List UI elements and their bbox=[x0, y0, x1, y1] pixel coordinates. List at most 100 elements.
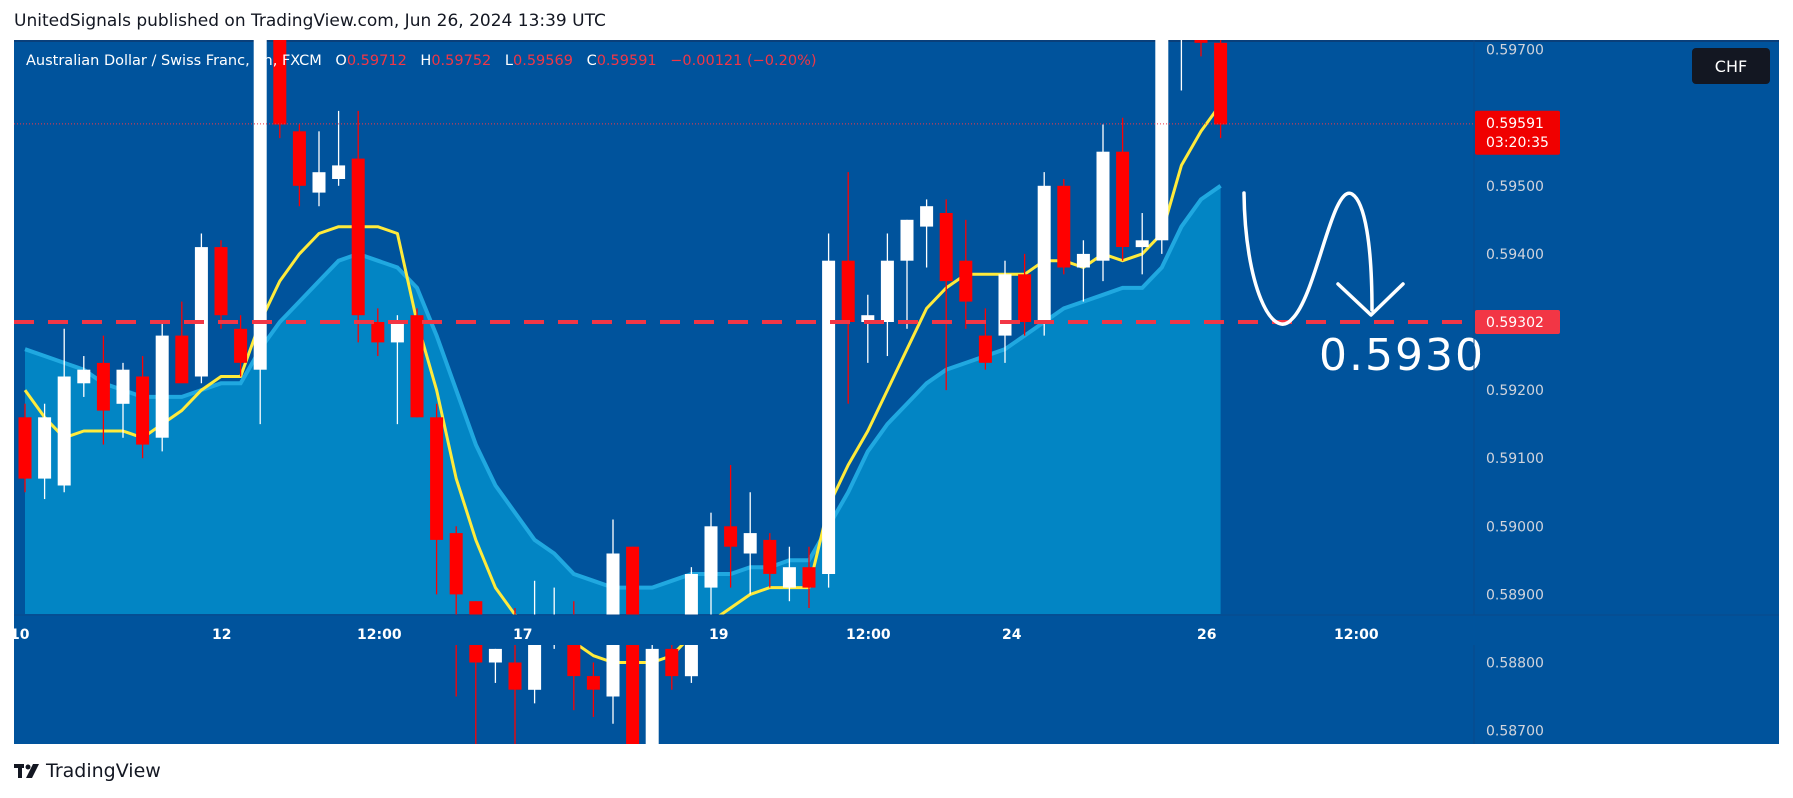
high-value: 0.59752 bbox=[431, 53, 492, 69]
candle-body bbox=[430, 417, 444, 540]
hand-drawn-arrow-curve bbox=[1242, 191, 1374, 326]
candle bbox=[880, 233, 894, 357]
candle-body bbox=[312, 172, 326, 193]
price-tick-label: 0.59700 bbox=[1486, 43, 1544, 59]
candle-body bbox=[528, 635, 542, 690]
candle-body bbox=[1037, 185, 1051, 322]
candle-body bbox=[77, 369, 91, 384]
candle-body bbox=[273, 40, 287, 125]
candle-body bbox=[626, 546, 640, 744]
candle bbox=[763, 533, 777, 588]
candle-body bbox=[253, 40, 267, 370]
candle bbox=[77, 356, 91, 397]
candle bbox=[410, 308, 424, 418]
candle-body bbox=[332, 165, 346, 179]
time-tick-label: 12:00 bbox=[846, 627, 891, 643]
candle-body bbox=[292, 131, 306, 186]
candle bbox=[1155, 40, 1169, 254]
candle bbox=[1135, 213, 1149, 275]
candle-body bbox=[1116, 151, 1130, 247]
candle-body bbox=[920, 206, 934, 227]
time-tick-label: 19 bbox=[709, 627, 728, 643]
ma-area-fill bbox=[25, 185, 1221, 615]
candle bbox=[724, 465, 738, 588]
candle-body bbox=[586, 676, 600, 690]
candle bbox=[312, 131, 326, 207]
candle bbox=[234, 315, 248, 377]
candle bbox=[1214, 40, 1228, 139]
candle bbox=[1037, 172, 1051, 336]
candle-body bbox=[880, 260, 894, 322]
currency-button[interactable]: CHF bbox=[1692, 48, 1770, 84]
price-tick-label: 0.59400 bbox=[1486, 247, 1544, 263]
moving-average-layer bbox=[23, 103, 1222, 664]
candle bbox=[18, 403, 32, 493]
candle bbox=[939, 199, 953, 391]
candle-body bbox=[371, 322, 385, 343]
candle-body bbox=[508, 662, 522, 690]
candle-body bbox=[1214, 42, 1228, 125]
candle-body bbox=[861, 315, 875, 322]
candle-body bbox=[18, 417, 32, 479]
candle-body bbox=[724, 526, 738, 547]
slow-ma-line bbox=[24, 184, 1222, 590]
candle bbox=[214, 240, 228, 329]
symbol-name[interactable]: Australian Dollar / Swiss Franc, 5h, FXC… bbox=[26, 53, 322, 69]
close-label: C bbox=[586, 53, 597, 69]
candle-body bbox=[1076, 253, 1090, 268]
close-value: 0.59591 bbox=[596, 53, 657, 69]
candle bbox=[822, 233, 836, 588]
candle bbox=[488, 648, 502, 683]
candle bbox=[704, 512, 718, 629]
candle bbox=[96, 335, 110, 445]
candle bbox=[626, 546, 640, 744]
candle bbox=[586, 662, 600, 717]
candle-body bbox=[234, 328, 248, 363]
last-price-value: 0.59591 bbox=[1486, 116, 1544, 132]
candle-body bbox=[1135, 240, 1149, 248]
time-axis[interactable]: 10 12 12:00 17 19 12:00 24 26 12:00 bbox=[14, 614, 1779, 645]
time-tick-label: 12 bbox=[212, 627, 231, 643]
chart-area[interactable]: 0.5930 0.598000.597000.596000.595000.594… bbox=[14, 40, 1779, 744]
candle bbox=[155, 322, 169, 452]
candle bbox=[116, 362, 130, 438]
time-tick-label: 17 bbox=[513, 627, 532, 643]
candle-body bbox=[488, 648, 502, 663]
candle-body bbox=[214, 247, 228, 316]
candle bbox=[273, 40, 287, 139]
price-tick-label: 0.59200 bbox=[1486, 383, 1544, 399]
candle-body bbox=[645, 648, 659, 744]
level-price-value: 0.59302 bbox=[1486, 315, 1544, 331]
candle-body bbox=[782, 567, 796, 588]
candle bbox=[743, 492, 757, 595]
candle-body bbox=[802, 567, 816, 588]
candle bbox=[175, 301, 189, 384]
plot-edge-shadow bbox=[14, 40, 1779, 42]
low-label: L bbox=[504, 53, 513, 69]
high-label: H bbox=[420, 53, 432, 69]
candle bbox=[57, 328, 71, 493]
candle-body bbox=[449, 533, 463, 595]
time-tick-label: 10 bbox=[14, 627, 30, 643]
ma-area-layer bbox=[24, 184, 1222, 615]
candle bbox=[194, 233, 208, 384]
candle bbox=[1076, 240, 1090, 302]
tradingview-footer[interactable]: TradingView bbox=[14, 760, 161, 782]
candle-body bbox=[351, 158, 365, 316]
candle bbox=[1194, 40, 1208, 57]
annotation-drawing-layer: 0.5930 bbox=[1242, 191, 1483, 381]
candle-body bbox=[841, 260, 855, 322]
time-tick-label: 12:00 bbox=[357, 627, 402, 643]
candle bbox=[449, 526, 463, 697]
price-axis[interactable]: 0.598000.597000.596000.595000.594000.593… bbox=[1473, 40, 1560, 744]
candlestick-chart[interactable]: 0.5930 0.598000.597000.596000.595000.594… bbox=[14, 40, 1779, 744]
candle-body bbox=[822, 260, 836, 574]
time-axis-band bbox=[14, 615, 1779, 645]
candle bbox=[645, 628, 659, 744]
open-label: O bbox=[335, 53, 347, 69]
candle-body bbox=[410, 315, 424, 418]
last-price-badge bbox=[1475, 110, 1560, 155]
candle bbox=[841, 172, 855, 404]
candle-body bbox=[116, 369, 130, 404]
candle-body bbox=[194, 247, 208, 377]
